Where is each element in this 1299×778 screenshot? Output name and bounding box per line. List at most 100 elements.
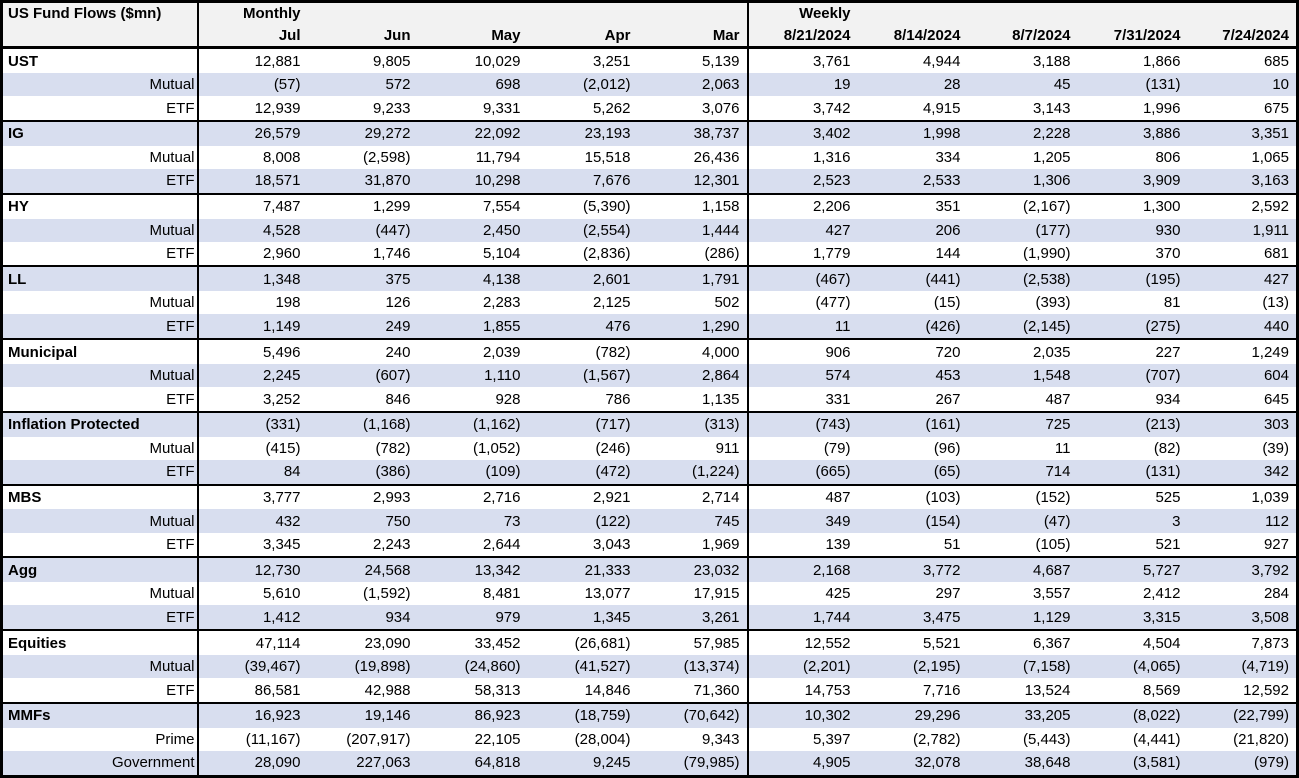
cell-value: (1,162) — [417, 410, 528, 437]
cell-value: 4,905 — [746, 750, 858, 777]
cell-value: 1,969 — [701, 536, 740, 554]
cell-value: 2,644 — [482, 536, 521, 554]
cell-value: 5,496 — [197, 338, 308, 364]
cell-value: 2,601 — [527, 265, 638, 292]
cell-value: 31,870 — [307, 168, 418, 194]
cell-value: 525 — [1077, 483, 1188, 510]
table-row: ETF 86,581 42,988 58,313 14,846 71,360 14,753 7… — [1, 678, 1298, 703]
subcategory-label: Government — [1, 750, 199, 777]
table-row: ETF 1,412 934 979 1,345 3,261 1,744 3,475 1,129 3… — [1, 605, 1298, 631]
cell-value: 47,114 — [197, 629, 308, 655]
table-row: Mutual 8,008 (2,598) 11,794 15,518 26,436 1,31… — [1, 145, 1298, 169]
cell-value: (4,719) — [1187, 654, 1298, 679]
cell-value: 4,528 — [197, 218, 308, 242]
cell-value: (22,799) — [1187, 701, 1298, 728]
cell-value: 2,592 — [1187, 192, 1298, 219]
column-header-may: May — [417, 24, 528, 49]
table-title: US Fund Flows ($mn) — [1, 1, 199, 25]
cell-value: (1,052) — [472, 439, 521, 457]
cell-value: 71,360 — [693, 681, 740, 699]
subcategory-label: ETF — [1, 459, 199, 485]
cell-value: (24,860) — [417, 654, 528, 679]
cell-value: (1,990) — [1022, 245, 1071, 263]
cell-value: (15) — [933, 294, 961, 312]
cell-value: 6,367 — [967, 629, 1078, 655]
category-label: Equities — [1, 629, 199, 655]
group-ll: LL 1,348 375 4,138 2,601 1,791 (467) (441) (2,53… — [1, 265, 1298, 340]
cell-value: 432 — [197, 509, 308, 533]
cell-value: 645 — [1263, 390, 1289, 408]
cell-value: (82) — [1153, 439, 1181, 457]
cell-value: 139 — [746, 532, 858, 558]
cell-value: 911 — [715, 439, 740, 457]
subcategory-label: Prime — [1, 727, 199, 751]
column-header-mar: Mar — [637, 24, 748, 49]
cell-value: 33,452 — [417, 629, 528, 655]
cell-value: (477) — [746, 291, 858, 315]
cell-value: 7,554 — [417, 192, 528, 219]
cell-value: 4,687 — [967, 556, 1078, 583]
cell-value: 303 — [1187, 410, 1298, 437]
cell-value: (18,759) — [527, 701, 638, 728]
cell-value: 23,193 — [527, 120, 638, 146]
group-ust: UST 12,881 9,805 10,029 3,251 5,139 3,761 4,944… — [1, 46, 1298, 122]
cell-value: (195) — [1077, 265, 1188, 292]
subcategory-label: Mutual — [1, 654, 199, 679]
cell-value: 5,262 — [592, 99, 631, 117]
cell-value: 206 — [857, 218, 968, 242]
cell-value: (122) — [527, 509, 638, 533]
cell-value: (79,985) — [637, 750, 748, 777]
group-agg: Agg 12,730 24,568 13,342 21,333 23,032 2,168 3,… — [1, 556, 1298, 631]
cell-value: (3,581) — [1077, 750, 1188, 777]
cell-value: 934 — [307, 605, 418, 631]
cell-value: 10,302 — [746, 701, 858, 728]
cell-value: 1,855 — [417, 314, 528, 340]
cell-value: 9,805 — [307, 46, 418, 74]
cell-value: 3,792 — [1187, 556, 1298, 583]
table-row: Mutual 2,245 (607) 1,110 (1,567) 2,864 574 453 1… — [1, 363, 1298, 388]
cell-value: 331 — [746, 387, 858, 412]
cell-value: (441) — [857, 265, 968, 292]
cell-value: 720 — [857, 338, 968, 364]
group-equities: Equities 47,114 23,090 33,452 (26,681) 57,985… — [1, 629, 1298, 703]
cell-value: 8,008 — [262, 148, 301, 166]
column-header-week-4: 7/31/2024 — [1077, 24, 1188, 49]
subcategory-label: ETF — [1, 532, 199, 558]
subcategory-label: Mutual — [1, 509, 199, 533]
category-label: MMFs — [1, 701, 199, 728]
cell-value: 3,508 — [1187, 605, 1298, 631]
cell-value: 5,727 — [1077, 556, 1188, 583]
cell-value: (21,820) — [1233, 730, 1289, 748]
table-row: LL 1,348 375 4,138 2,601 1,791 (467) (441) (2,53… — [1, 265, 1298, 292]
cell-value: 806 — [1155, 148, 1181, 166]
cell-value: (47) — [967, 509, 1078, 533]
cell-value: 3,761 — [746, 46, 858, 74]
cell-value: 73 — [417, 509, 528, 533]
cell-value: 3,772 — [857, 556, 968, 583]
column-header-jun: Jun — [307, 24, 418, 49]
cell-value: 1,300 — [1077, 192, 1188, 219]
table-row: ETF 18,571 31,870 10,298 7,676 12,301 2,523 2,5… — [1, 168, 1298, 194]
cell-value: 2,960 — [262, 245, 301, 263]
cell-value: 502 — [714, 294, 740, 312]
cell-value: 14,753 — [746, 678, 858, 703]
cell-value: 979 — [417, 605, 528, 631]
cell-value: 2,450 — [417, 218, 528, 242]
cell-value: (154) — [857, 509, 968, 533]
cell-value: 2,243 — [372, 536, 411, 554]
cell-value: 227,063 — [307, 750, 418, 777]
subcategory-label: ETF — [1, 605, 199, 631]
group-mmfs: MMFs 16,923 19,146 86,923 (18,759) (70,642) 10… — [1, 701, 1298, 777]
cell-value: 927 — [1263, 536, 1289, 554]
cell-value: 370 — [1155, 245, 1181, 263]
cell-value: (979) — [1187, 750, 1298, 777]
table-row: ETF 3,252 846 928 786 1,135 331 267 487 934 645 — [1, 387, 1298, 412]
cell-value: 7,487 — [197, 192, 308, 219]
cell-value: 14,846 — [584, 681, 631, 699]
cell-value: (177) — [967, 218, 1078, 242]
table-row: ETF 1,149 249 1,855 476 1,290 11 (426) (2,145) (2… — [1, 314, 1298, 340]
cell-value: 3,251 — [527, 46, 638, 74]
cell-value: (1,224) — [637, 459, 748, 485]
cell-value: 750 — [307, 509, 418, 533]
cell-value: 17,915 — [693, 585, 740, 603]
